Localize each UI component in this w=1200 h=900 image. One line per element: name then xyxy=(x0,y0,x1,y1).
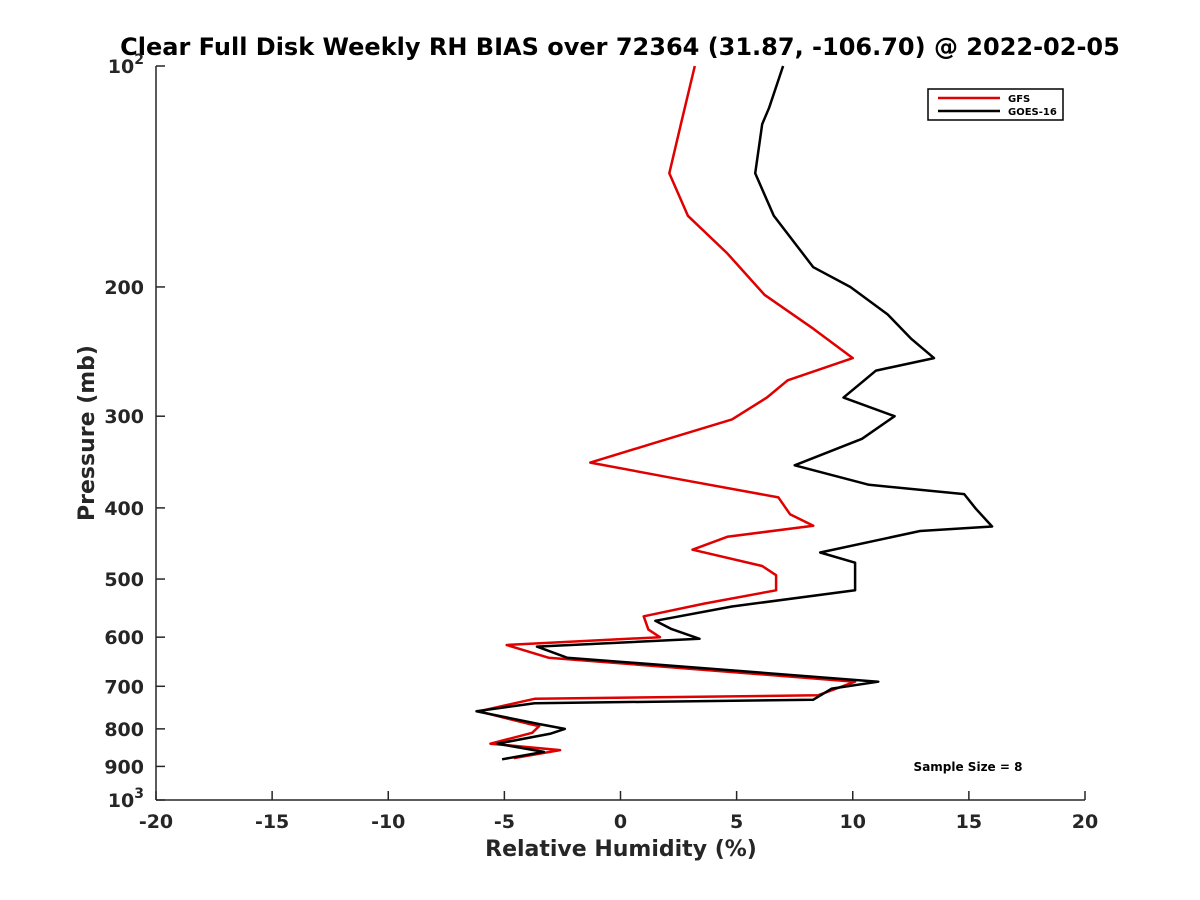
y-tick-label: 400 xyxy=(104,498,144,520)
plot-area: -20 -15 -10 -5 0 5 10 15 20 102 200 300 400 500 600 700… xyxy=(104,52,1098,833)
x-tick-label: 5 xyxy=(730,811,743,833)
series-line-goes-16 xyxy=(475,65,994,761)
y-tick-label: 600 xyxy=(104,627,144,649)
x-tick-label: -10 xyxy=(371,811,405,833)
y-tick-label: 300 xyxy=(104,406,144,428)
chart-title: Clear Full Disk Weekly RH BIAS over 7236… xyxy=(120,33,1120,61)
x-tick-label: 10 xyxy=(840,811,866,833)
x-tick-label: 20 xyxy=(1072,811,1098,833)
y-tick-label: 102 xyxy=(108,52,144,78)
sample-size-annotation: Sample Size = 8 xyxy=(914,760,1023,774)
y-tick-label: 200 xyxy=(104,277,144,299)
x-tick-label: -5 xyxy=(494,811,515,833)
y-axis-label: Pressure (mb) xyxy=(75,345,100,521)
x-tick-label: 15 xyxy=(956,811,982,833)
x-tick-label: -15 xyxy=(255,811,289,833)
x-tick-label: 0 xyxy=(614,811,627,833)
series-line-gfs xyxy=(477,65,857,760)
legend-box xyxy=(927,88,1064,121)
y-tick-label: 700 xyxy=(104,676,144,698)
legend: GFS GOES-16 xyxy=(927,88,1064,121)
x-axis-label: Relative Humidity (%) xyxy=(485,837,757,862)
x-tick-label: -20 xyxy=(139,811,173,833)
legend-label: GFS xyxy=(1008,94,1030,105)
y-tick-label: 500 xyxy=(104,569,144,591)
y-tick-label: 900 xyxy=(104,756,144,778)
y-tick-label: 800 xyxy=(104,719,144,741)
y-tick-label: 103 xyxy=(108,786,144,812)
legend-label: GOES-16 xyxy=(1008,107,1057,118)
